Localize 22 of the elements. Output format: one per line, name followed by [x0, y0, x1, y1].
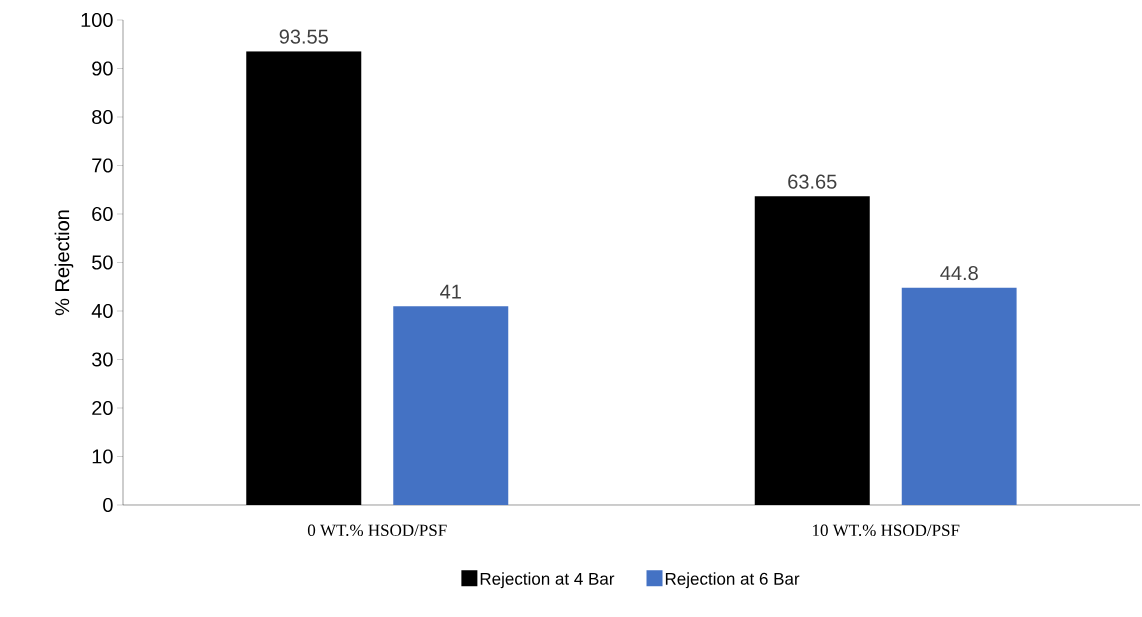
y-tick-label: 50 — [92, 255, 113, 270]
legend-label: Rejection at 6 Bar — [665, 572, 800, 589]
y-tick-label: 10 — [92, 449, 113, 464]
y-tick-label: 100 — [81, 12, 113, 28]
y-tick-label: 90 — [92, 61, 113, 76]
y-tick-label: 0 — [103, 497, 113, 513]
data-label: 63.65 — [788, 174, 837, 189]
y-axis-title: % Rejection — [54, 210, 74, 316]
bar — [393, 306, 509, 505]
bar — [901, 287, 1017, 505]
y-tick-label: 80 — [92, 109, 113, 125]
y-tick-label: 30 — [92, 352, 113, 367]
y-tick-label: 40 — [91, 303, 113, 319]
x-tick-label: 0 WT.% HSOD/PSF — [307, 524, 447, 537]
data-label: 93.55 — [279, 29, 328, 44]
y-tick-label: 60 — [92, 206, 113, 222]
legend-label: Rejection at 4 Bar — [480, 572, 615, 589]
x-tick-label: 10 WT.% HSOD/PSF — [813, 524, 960, 537]
y-tick-label: 20 — [92, 400, 113, 416]
data-label: 41 — [440, 284, 461, 299]
data-label: 44.8 — [940, 266, 978, 281]
y-tick-label: 70 — [92, 158, 113, 173]
